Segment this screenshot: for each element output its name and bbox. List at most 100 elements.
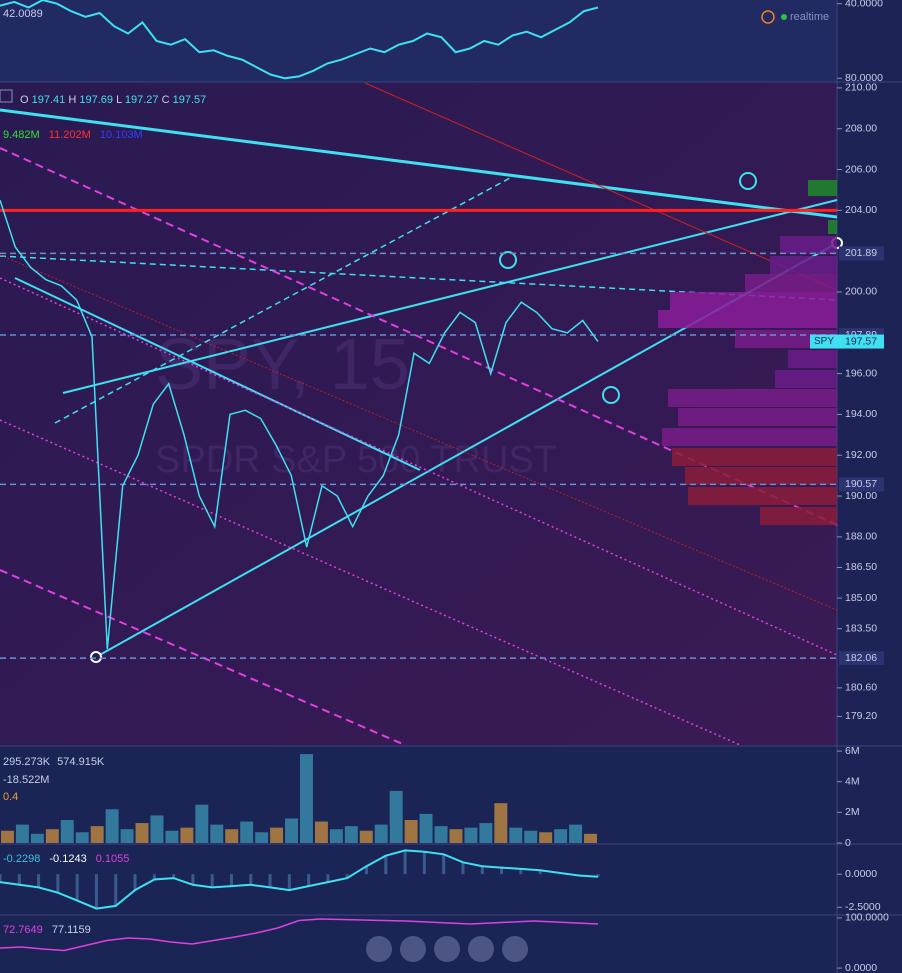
volume-labels: 295.273K 574.915K bbox=[3, 756, 105, 768]
y-tick-label: 204.00 bbox=[845, 204, 877, 216]
volume-bar bbox=[120, 829, 134, 843]
volume-bar bbox=[165, 830, 179, 843]
volume-bar bbox=[270, 827, 284, 843]
level-label: 190.57 bbox=[845, 478, 877, 490]
stoch-label-1: 72.7649 bbox=[3, 924, 43, 936]
y-tick-label: 188.00 bbox=[845, 531, 877, 543]
macd-label-2: -0.1243 bbox=[49, 853, 86, 865]
volume-bar bbox=[300, 754, 313, 843]
collapse-button[interactable] bbox=[0, 89, 13, 103]
volume-bar bbox=[1, 830, 14, 843]
zoom-controls bbox=[366, 936, 528, 962]
rsi-panel bbox=[0, 0, 837, 82]
zoom-in[interactable] bbox=[468, 936, 494, 962]
low: 197.27 bbox=[125, 94, 159, 106]
y-tick-label: 179.20 bbox=[845, 710, 877, 722]
volume-bar bbox=[539, 832, 553, 843]
alert-icon[interactable] bbox=[761, 10, 775, 24]
volume-bar bbox=[210, 824, 224, 843]
y-tick-label: 2M bbox=[845, 806, 860, 818]
vol-label-3: -18.522M bbox=[3, 774, 49, 786]
rsi-line bbox=[0, 0, 599, 80]
volume-bar bbox=[569, 824, 583, 843]
status-dot bbox=[781, 14, 787, 20]
ohlc-legend: O 197.41 H 197.69 L 197.27 C 197.57 bbox=[20, 94, 206, 106]
y-tick-label: -2.5000 bbox=[845, 901, 881, 913]
volume-bar bbox=[314, 821, 328, 843]
volume-bar bbox=[524, 830, 538, 843]
o-label: O bbox=[20, 94, 29, 106]
macd-label-3: 0.1055 bbox=[96, 853, 130, 865]
high: 197.69 bbox=[79, 94, 113, 106]
volume-legend: 9.482M 11.202M 10.103M bbox=[3, 129, 143, 141]
volume-bar bbox=[105, 809, 119, 843]
level-box bbox=[839, 651, 884, 666]
y-tick-label: 183.50 bbox=[845, 622, 877, 634]
volume-bar bbox=[285, 818, 298, 843]
volume-bar bbox=[419, 813, 433, 843]
scroll-left[interactable] bbox=[366, 936, 392, 962]
close: 197.57 bbox=[173, 94, 207, 106]
volume-bar bbox=[329, 829, 343, 843]
symbol: SPY bbox=[814, 336, 834, 347]
volume-bar bbox=[225, 829, 239, 843]
h-label: H bbox=[68, 94, 76, 106]
y-tick-label: 192.00 bbox=[845, 449, 877, 461]
y-tick-label: 100.0000 bbox=[845, 912, 889, 924]
y-tick-label: 0.0000 bbox=[845, 962, 877, 973]
volume-profile bbox=[658, 180, 837, 525]
volume-bar bbox=[75, 832, 89, 843]
volume-bar bbox=[479, 823, 493, 843]
volume-bar bbox=[404, 820, 418, 843]
level-label: 182.06 bbox=[845, 652, 877, 664]
macd-labels: -0.2298 -0.1243 0.1055 bbox=[3, 853, 129, 865]
volume-bar bbox=[359, 830, 373, 843]
watermark-sub: SPDR S&P 500 TRUST bbox=[155, 439, 557, 481]
volume-bar bbox=[554, 829, 568, 843]
y-tick-label: 0 bbox=[845, 837, 851, 849]
volume-bar bbox=[434, 826, 448, 843]
volume-bar bbox=[240, 821, 254, 843]
volume-bar bbox=[255, 832, 269, 843]
volume-bar bbox=[344, 826, 358, 843]
vol-label-2: 574.915K bbox=[57, 756, 105, 768]
open: 197.41 bbox=[32, 94, 66, 106]
level-box bbox=[839, 477, 884, 492]
y-tick-label: 186.50 bbox=[845, 561, 877, 573]
volume-bar bbox=[30, 833, 44, 843]
volume-bar bbox=[135, 823, 149, 843]
zoom-out[interactable] bbox=[400, 936, 426, 962]
c-label: C bbox=[162, 94, 170, 106]
scroll-right[interactable] bbox=[502, 936, 528, 962]
volume-bar bbox=[389, 790, 403, 843]
volume-bar bbox=[90, 826, 104, 843]
volume-3: 10.103M bbox=[100, 129, 143, 141]
last-box bbox=[810, 334, 884, 349]
stoch-labels: 72.7649 77.1159 bbox=[3, 924, 91, 936]
y-tick-label: 206.00 bbox=[845, 163, 877, 175]
volume-bar bbox=[464, 827, 478, 843]
volume-bar bbox=[494, 803, 508, 843]
last-price: 197.57 bbox=[845, 335, 877, 347]
y-tick-label: 180.60 bbox=[845, 682, 877, 694]
level-box bbox=[839, 246, 884, 261]
y-tick-label: 194.00 bbox=[845, 408, 877, 420]
y-tick-label: 4M bbox=[845, 775, 860, 787]
l-label: L bbox=[116, 94, 122, 106]
volume-bar bbox=[374, 824, 388, 843]
volume-bar bbox=[15, 824, 29, 843]
reset[interactable] bbox=[434, 936, 460, 962]
y-tick-label: 196.00 bbox=[845, 367, 877, 379]
macd-line bbox=[0, 849, 599, 910]
price-line bbox=[0, 199, 599, 650]
volume-bar bbox=[449, 829, 463, 843]
y-tick-label: 40.0000 bbox=[845, 0, 883, 10]
volume-bar bbox=[195, 804, 209, 843]
volume-bar bbox=[509, 827, 523, 843]
y-tick-label: 208.00 bbox=[845, 122, 877, 134]
volume-bar bbox=[180, 827, 194, 843]
macd-panel bbox=[0, 846, 837, 914]
